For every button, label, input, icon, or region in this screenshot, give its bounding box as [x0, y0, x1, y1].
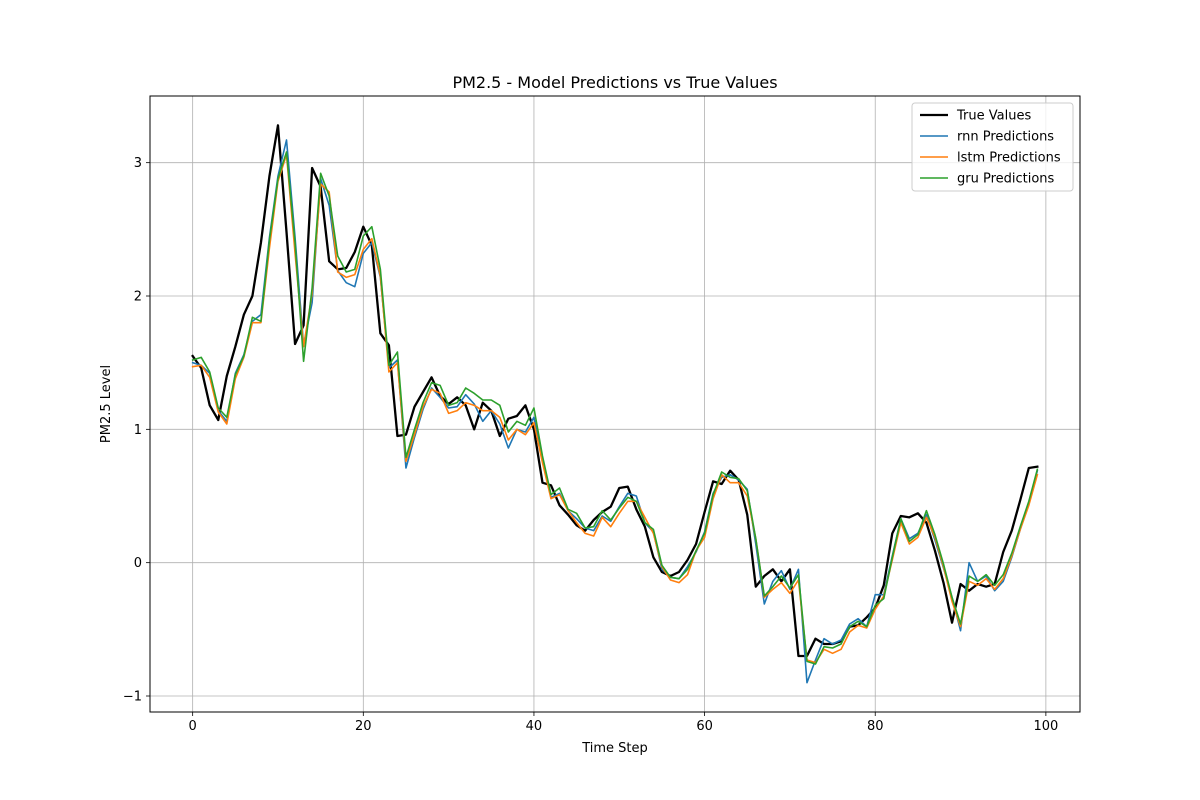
chart-title: PM2.5 - Model Predictions vs True Values — [452, 73, 777, 92]
plot-frame — [149, 95, 1081, 713]
y-tick-label: −1 — [123, 690, 142, 705]
legend-label: lstm Predictions — [957, 151, 1061, 166]
plot-area — [150, 96, 1080, 712]
legend-item: rnn Predictions — [920, 130, 1054, 145]
legend-item: True Values — [920, 109, 1031, 124]
series-line-true-values — [191, 124, 1039, 658]
x-tick-label: 20 — [355, 719, 372, 734]
y-tick-label: 3 — [134, 156, 142, 171]
legend-item: lstm Predictions — [920, 151, 1061, 166]
y-tick-label: 2 — [134, 290, 142, 305]
legend: True Values rnn Predictions lstm Predictio… — [911, 102, 1074, 192]
y-tick-label: 0 — [134, 556, 142, 571]
legend-label: rnn Predictions — [957, 130, 1054, 145]
series-lines — [191, 124, 1039, 684]
legend-label: True Values — [956, 109, 1031, 124]
x-tick-label: 60 — [696, 719, 713, 734]
x-axis-ticks: 0 20 40 60 80 100 — [189, 712, 1058, 734]
x-tick-label: 100 — [1033, 719, 1058, 734]
x-tick-label: 80 — [867, 719, 884, 734]
y-axis-label: PM2.5 Level — [99, 365, 114, 443]
x-axis-label: Time Step — [581, 741, 648, 756]
x-tick-label: 40 — [526, 719, 543, 734]
y-axis-ticks: −1 0 1 2 3 — [123, 156, 150, 705]
legend-frame — [911, 102, 1074, 192]
y-tick-label: 1 — [134, 423, 142, 438]
legend-label: gru Predictions — [957, 172, 1055, 187]
x-tick-label: 0 — [189, 719, 197, 734]
grid — [150, 96, 1080, 712]
series-line-gru-predictions — [191, 151, 1039, 665]
legend-item: gru Predictions — [920, 172, 1055, 187]
